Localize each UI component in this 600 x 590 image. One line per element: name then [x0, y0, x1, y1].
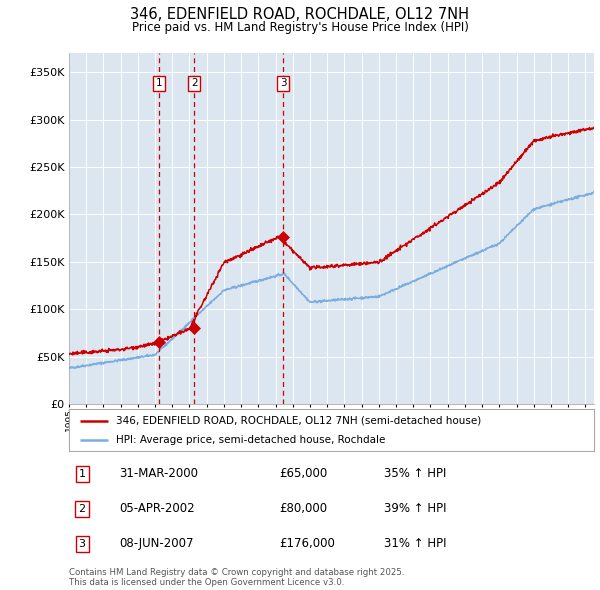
Text: HPI: Average price, semi-detached house, Rochdale: HPI: Average price, semi-detached house,…: [116, 435, 386, 445]
Text: £80,000: £80,000: [279, 502, 327, 516]
Text: 2: 2: [79, 504, 86, 514]
Text: 3: 3: [79, 539, 86, 549]
Text: 346, EDENFIELD ROAD, ROCHDALE, OL12 7NH: 346, EDENFIELD ROAD, ROCHDALE, OL12 7NH: [131, 7, 470, 22]
Text: 35% ↑ HPI: 35% ↑ HPI: [384, 467, 446, 480]
Text: 346, EDENFIELD ROAD, ROCHDALE, OL12 7NH (semi-detached house): 346, EDENFIELD ROAD, ROCHDALE, OL12 7NH …: [116, 416, 482, 426]
Text: 3: 3: [280, 78, 286, 88]
Text: 31% ↑ HPI: 31% ↑ HPI: [384, 537, 446, 550]
Text: 05-APR-2002: 05-APR-2002: [119, 502, 194, 516]
Text: Contains HM Land Registry data © Crown copyright and database right 2025.
This d: Contains HM Land Registry data © Crown c…: [69, 568, 404, 587]
Text: 1: 1: [156, 78, 163, 88]
Text: 31-MAR-2000: 31-MAR-2000: [119, 467, 198, 480]
Text: £176,000: £176,000: [279, 537, 335, 550]
Text: £65,000: £65,000: [279, 467, 327, 480]
Text: 1: 1: [79, 469, 86, 479]
Text: 2: 2: [191, 78, 197, 88]
Text: 39% ↑ HPI: 39% ↑ HPI: [384, 502, 446, 516]
Text: 08-JUN-2007: 08-JUN-2007: [119, 537, 193, 550]
Text: Price paid vs. HM Land Registry's House Price Index (HPI): Price paid vs. HM Land Registry's House …: [131, 21, 469, 34]
